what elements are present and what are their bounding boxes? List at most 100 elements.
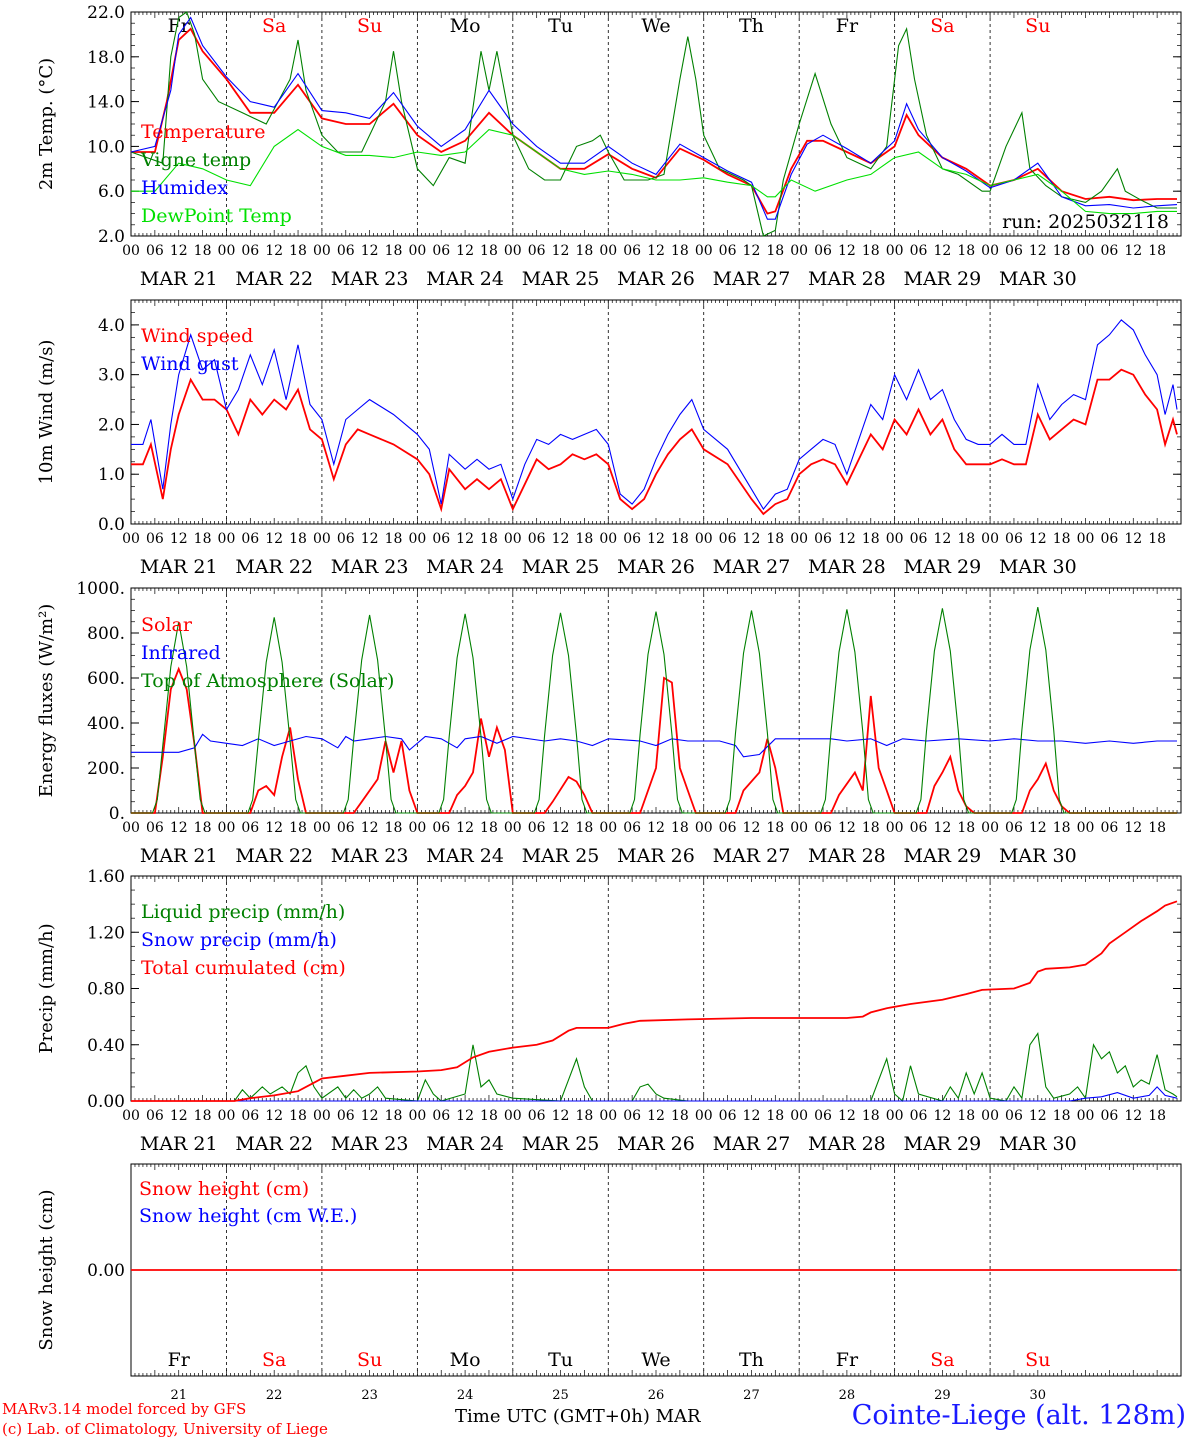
x-hour-label: 18 [1053,820,1071,836]
x-hour-label: 12 [552,531,570,547]
legend-entry: Humidex [141,177,228,199]
x-hour-label: 00 [408,1108,426,1124]
x-day-number: 21 [170,1388,187,1403]
x-hour-label: 06 [719,1108,737,1124]
day-abbr: Sa [930,15,954,37]
legend-entry: DewPoint Temp [141,205,292,227]
series-line-vigne-temp [130,11,1177,237]
day-abbr: Mo [450,1349,481,1371]
x-hour-label: 18 [862,820,880,836]
y-tick-label: 10.0 [87,137,125,157]
x-hour-label: 12 [552,243,570,259]
series-line-wind-speed [131,368,1178,516]
y-tick-label: 0.0 [98,515,125,535]
x-hour-label: 18 [766,243,784,259]
x-hour-label: 12 [647,820,665,836]
x-hour-label: 00 [695,243,713,259]
y-axis-title: Energy fluxes (W/m²) [36,604,57,798]
x-hour-label: 06 [337,243,355,259]
panel-2: 4.0 3.0 2.0 1.0 0.0 10m Wind (m/s) Wind speed W… [36,299,1182,578]
x-hour-label: 06 [910,243,928,259]
day-abbr: Su [1025,1349,1050,1371]
x-hour-label: 12 [265,820,283,836]
x-hour-label: 00 [313,531,331,547]
x-hour-label: 06 [432,1108,450,1124]
day-abbr: Th [739,15,764,37]
x-hour-label: 12 [933,531,951,547]
x-hour-label: 18 [385,820,403,836]
x-hour-label: 18 [957,1108,975,1124]
series-line-humidex [130,16,1178,220]
x-hour-label: 12 [170,243,188,259]
y-axis-title: 10m Wind (m/s) [36,340,57,485]
x-hour-label: 18 [480,1108,498,1124]
x-hour-label: 18 [194,1108,212,1124]
day-abbr: We [641,1349,670,1371]
x-hour-label: 18 [289,531,307,547]
y-tick-label: 600. [87,669,125,689]
x-hour-label: 12 [838,531,856,547]
x-hour-label: 12 [1124,820,1142,836]
x-hour-label: 00 [1077,1108,1095,1124]
x-date-label: MAR 26 [617,1133,695,1155]
x-hour-label: 12 [838,820,856,836]
y-tick-label: 0. [109,804,125,824]
x-hour-label: 06 [1100,820,1118,836]
x-hour-label: 06 [432,243,450,259]
x-hour-label: 18 [385,531,403,547]
x-hour-label: 06 [1100,243,1118,259]
x-hour-label: 18 [1148,531,1166,547]
x-hour-label: 18 [1053,243,1071,259]
x-hour-label: 06 [146,243,164,259]
x-hour-label: 18 [1053,1108,1071,1124]
panel-1: 22.0 18.0 14.0 10.0 6.0 2.0 2m Temp. (°C) Fr Sa S… [36,3,1182,290]
x-hour-label: 00 [599,1108,617,1124]
x-hour-label: 00 [599,243,617,259]
x-hour-label: 12 [838,1108,856,1124]
x-hour-label: 06 [719,531,737,547]
x-hour-label: 18 [957,531,975,547]
x-hour-label: 06 [241,531,259,547]
x-date-label: MAR 27 [713,845,791,867]
x-hour-label: 18 [671,1108,689,1124]
x-hour-label: 12 [743,1108,761,1124]
x-date-label: MAR 27 [713,268,791,290]
day-abbr: Su [357,15,382,37]
x-hour-label: 00 [1077,820,1095,836]
x-date-label: MAR 24 [426,1133,504,1155]
x-hour-label: 06 [241,820,259,836]
x-hour-label: 06 [146,820,164,836]
y-tick-label: 4.0 [98,316,125,336]
x-hour-label: 00 [981,820,999,836]
x-hour-label: 00 [122,820,140,836]
x-hour-label: 12 [552,1108,570,1124]
x-hour-label: 06 [241,243,259,259]
x-hour-label: 00 [218,243,236,259]
x-hour-label: 18 [766,1108,784,1124]
y-tick-label: 1000. [76,579,125,599]
x-date-label: MAR 21 [140,268,218,290]
x-hour-label: 00 [218,1108,236,1124]
x-hour-label: 18 [766,531,784,547]
x-hour-label: 12 [456,1108,474,1124]
x-date-label: MAR 30 [999,268,1077,290]
x-hour-label: 00 [1077,531,1095,547]
x-hour-label: 12 [170,531,188,547]
x-hour-label: 00 [695,1108,713,1124]
lab-credit: (c) Lab. of Climatology, University of L… [2,1420,328,1438]
x-date-label: MAR 28 [808,1133,886,1155]
x-hour-label: 06 [432,531,450,547]
x-hour-label: 12 [933,1108,951,1124]
x-date-label: MAR 22 [235,556,313,578]
series-line-dewpoint-temp [131,128,1177,215]
x-hour-label: 18 [480,531,498,547]
y-tick-label: 0.80 [87,980,125,1000]
panel-3: 1000. 800. 600. 400. 200. 0. Energy fluxes (W/… [36,579,1182,867]
x-hour-label: 00 [790,820,808,836]
x-date-label: MAR 22 [235,845,313,867]
x-hour-label: 18 [671,243,689,259]
x-hour-label: 12 [1124,1108,1142,1124]
x-hour-label: 06 [814,1108,832,1124]
x-hour-label: 00 [313,820,331,836]
